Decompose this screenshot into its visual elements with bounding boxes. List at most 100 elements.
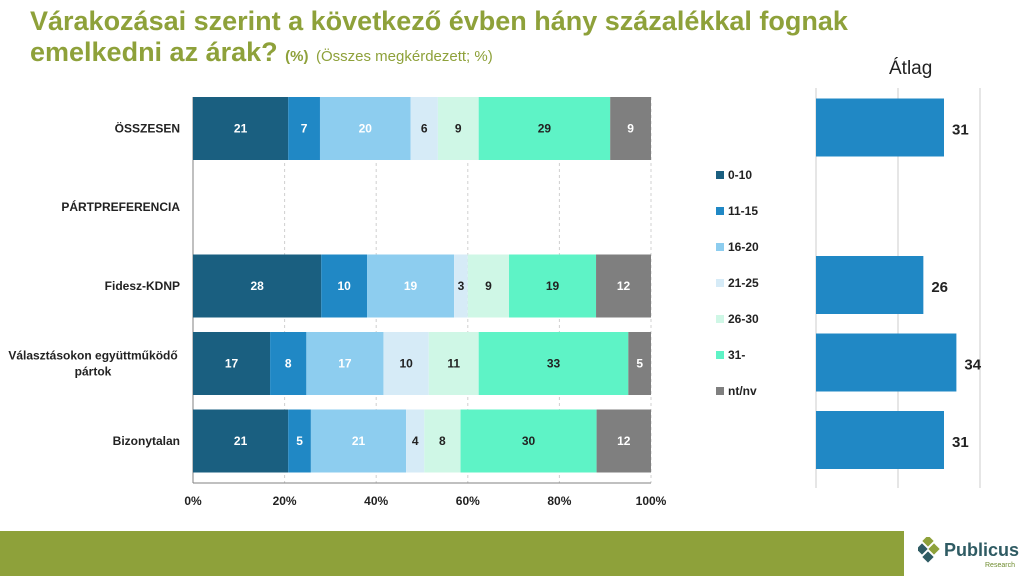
x-tick-label: 20% [273,494,297,508]
data-label: 5 [636,357,643,371]
legend-swatch [716,279,724,287]
legend-label: 11-15 [728,204,758,218]
data-label: 17 [338,357,352,371]
category-label: ÖSSZESEN [115,121,180,136]
bar-segment [467,254,510,318]
avg-data-label: 31 [952,122,969,139]
bar-segment [193,409,289,473]
data-label: 5 [296,434,303,448]
bar-segment [454,254,468,318]
legend-label: 16-20 [728,240,759,254]
category-label: Fidesz-KDNP [105,279,180,293]
legend-swatch [716,171,724,179]
avg-bar [816,256,924,314]
data-label: 11 [447,357,460,371]
data-label: 9 [485,279,492,293]
bar-segment [509,254,597,318]
data-label: 17 [225,357,239,371]
data-label: 21 [234,434,248,448]
legend-label: nt/nv [728,384,757,398]
data-label: 8 [439,434,446,448]
category-label: Választásokon együttműködő [8,349,177,363]
avg-data-label: 34 [964,357,981,374]
data-label: 10 [399,357,413,371]
bar-segment [319,97,411,160]
bar-segment [478,97,611,160]
data-label: 6 [421,122,428,136]
bar-segment [406,409,425,473]
bar-segment [610,97,651,160]
avg-bar [816,98,944,157]
legend-swatch [716,207,724,215]
bar-segment [193,332,271,395]
title-main: Várakozásai szerint a következő évben há… [30,6,848,67]
bar-segment [193,97,289,160]
avg-bar [816,333,957,392]
bar-segment [596,409,651,473]
avg-data-label: 26 [931,279,948,296]
legend-swatch [716,387,724,395]
bar-segment [478,332,629,395]
data-label: 8 [285,357,292,371]
data-label: 19 [404,279,418,293]
logo-box [904,531,1024,576]
legend-swatch [716,315,724,323]
x-tick-label: 40% [364,494,388,508]
data-label: 12 [617,279,631,293]
bar-segment [596,254,651,318]
title-unit: (%) [285,48,309,65]
data-label: 7 [301,122,308,136]
logo-text: Publicus [944,540,1020,560]
footer-bar [0,531,1024,576]
category-label: pártok [75,365,112,379]
legend-swatch [716,351,724,359]
x-tick-label: 80% [547,494,571,508]
bar-segment [306,332,384,395]
data-label: 4 [412,434,419,448]
bar-segment [367,254,455,318]
avg-data-label: 31 [952,434,969,451]
bar-segment [310,409,407,473]
category-label: PÁRTPREFERENCIA [61,199,180,214]
data-label: 19 [546,279,560,293]
title-subtitle: (Összes megkérdezett; %) [316,48,493,65]
data-label: 3 [458,279,465,293]
chart-area: 0% 20% 40% 60% 80% 100% ÖSSZESEN PÁRTPREFERENCI… [8,88,982,508]
chart-title: Várakozásai szerint a következő évben há… [30,6,930,72]
legend-label: 26-30 [728,312,759,326]
data-label: 33 [547,357,561,371]
bar-segment [383,332,429,395]
bar-segment [410,97,438,160]
bar-segment [288,97,320,160]
legend-label: 0-10 [728,168,752,182]
x-tick-label: 60% [456,494,480,508]
data-label: 20 [359,122,373,136]
data-label: 12 [617,434,631,448]
data-label: 9 [455,122,462,136]
legend-label: 31- [728,348,745,362]
x-tick-label: 0% [184,494,202,508]
data-label: 21 [352,434,366,448]
legend-label: 21-25 [728,276,759,290]
logo-subtext: Research [985,562,1015,569]
legend-swatch [716,243,724,251]
data-label: 30 [522,434,536,448]
publicus-logo-icon [918,537,940,563]
bar-segment [424,409,461,473]
data-label: 28 [250,279,264,293]
category-label: Bizonytalan [113,434,180,448]
bar-segment [288,409,311,473]
bar-segment [628,332,651,395]
avg-bar [816,411,944,469]
bar-segment [270,332,307,395]
data-label: 21 [234,122,248,136]
x-tick-label: 100% [636,494,667,508]
bar-segment [428,332,479,395]
data-label: 9 [627,122,634,136]
average-chart-title: Átlag [889,58,933,79]
bar-segment [193,254,322,318]
bar-segment [460,409,597,473]
bar-segment [321,254,368,318]
data-label: 29 [538,122,552,136]
data-label: 10 [337,279,351,293]
